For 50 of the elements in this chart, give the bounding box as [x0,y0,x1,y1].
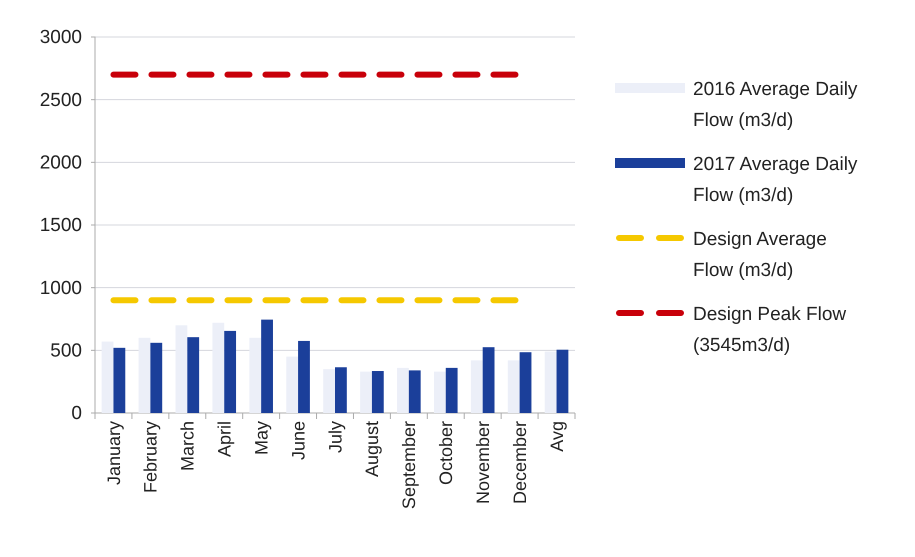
x-tick-label: June [288,421,308,460]
y-tick-label: 2000 [40,152,82,174]
x-tick-label: December [510,420,530,504]
x-tick-label: Avg [546,421,567,452]
y-tick-label: 3000 [40,27,82,48]
bar [249,338,262,413]
bar [408,370,421,413]
x-tick-label: March [178,421,198,472]
bar [360,372,372,413]
x-tick-label: July [325,421,346,454]
bar [508,360,520,413]
bar [446,368,458,413]
bar [482,347,495,413]
x-tick-label: February [140,421,161,494]
x-tick-label: January [104,421,124,486]
bar [323,369,335,413]
bar [175,325,188,413]
bar [298,340,310,413]
x-tick-label: August [362,421,382,478]
bar [470,360,483,413]
x-tick-label: November [472,420,493,504]
bar [544,352,557,413]
bar [520,352,532,413]
bar [372,371,384,413]
bar [397,368,409,413]
bar [187,337,200,413]
y-tick-label: 0 [71,403,82,424]
bar [434,372,446,413]
legend-label: 2016 Average Daily Flow (m3/d) [693,79,858,131]
bar [286,356,298,413]
y-tick-label: 1000 [40,278,82,299]
x-tick-label: September [399,421,420,510]
legend-label: 2017 Average Daily Flow (m3/d) [693,154,858,206]
bar [102,342,114,413]
y-tick-label: 2500 [40,90,82,111]
bar [261,320,273,413]
x-tick-label: October [436,420,456,486]
bar [150,342,162,413]
bar [224,330,236,413]
legend-label: Design Peak Flow (3545m3/d) [693,304,846,356]
legend-label: Design Average Flow (m3/d) [693,229,827,281]
bar [138,338,150,413]
bar [556,350,568,413]
bar [212,322,224,413]
x-tick-label: April [214,421,235,458]
bar [335,367,347,413]
y-tick-label: 500 [50,340,82,362]
x-tick-label: May [251,421,272,456]
y-tick-label: 1500 [40,215,82,236]
bar [113,348,126,413]
